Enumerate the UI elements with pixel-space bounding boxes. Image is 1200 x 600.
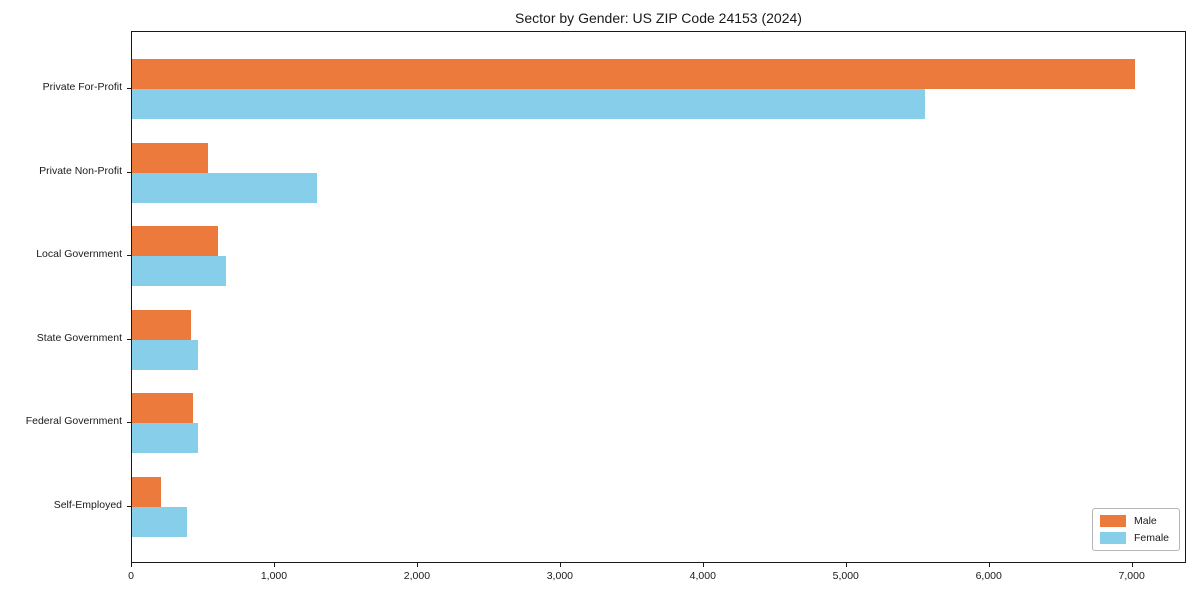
xtick-label-5000: 5,000 (832, 570, 859, 582)
legend-row-male: Male (1099, 515, 1169, 527)
xtick-label-6000: 6,000 (975, 570, 1002, 582)
xtick-label-1000: 1,000 (260, 570, 288, 582)
plot-area: Male Female (131, 31, 1186, 563)
xtick-label-2000: 2,000 (403, 570, 431, 582)
bar-female-state-government (132, 339, 198, 370)
xtick-label-3000: 3,000 (546, 570, 573, 582)
xtick-mark (702, 563, 704, 567)
xtick-mark (416, 563, 418, 567)
legend: Male Female (1091, 508, 1180, 551)
ytick-label-federal-government: Federal Government (25, 415, 122, 428)
bar-female-private-non-profit (132, 172, 317, 203)
xtick-mark (1131, 563, 1133, 567)
ytick-label-private-non-profit: Private Non-Profit (39, 164, 122, 177)
bar-female-self-employed (132, 507, 187, 537)
legend-swatch-female (1099, 532, 1126, 544)
bar-male-federal-government (132, 393, 194, 424)
xtick-mark (273, 563, 275, 567)
ytick-mark (127, 422, 131, 424)
xtick-mark (845, 563, 847, 567)
bar-female-local-government (132, 256, 227, 287)
ytick-mark (127, 338, 131, 340)
ytick-mark (127, 88, 131, 89)
bar-female-private-for-profit (132, 89, 926, 119)
bar-male-state-government (132, 309, 192, 340)
bar-male-self-employed (132, 477, 162, 507)
ytick-label-state-government: State Government (36, 331, 122, 344)
xtick-label-4000: 4,000 (689, 570, 716, 582)
ytick-label-private-for-profit: Private For-Profit (42, 81, 122, 93)
ytick-label-local-government: Local Government (36, 248, 122, 261)
ytick-mark (127, 506, 131, 507)
bar-male-local-government (132, 226, 219, 257)
legend-swatch-male (1099, 515, 1126, 527)
legend-label-male: Male (1133, 515, 1157, 527)
legend-label-female: Female (1133, 532, 1169, 544)
ytick-label-self-employed: Self-Employed (53, 499, 122, 511)
ytick-mark (127, 171, 131, 173)
xtick-label-7000: 7,000 (1118, 570, 1145, 582)
xtick-mark (988, 563, 990, 567)
xtick-label-0: 0 (128, 570, 134, 582)
legend-row-female: Female (1099, 532, 1169, 544)
bar-male-private-non-profit (132, 142, 209, 173)
xtick-mark (131, 563, 132, 567)
ytick-mark (127, 255, 131, 257)
xtick-mark (559, 563, 561, 567)
bar-female-federal-government (132, 423, 198, 454)
chart-title: Sector by Gender: US ZIP Code 24153 (202… (515, 10, 802, 26)
bar-male-private-for-profit (132, 59, 1136, 89)
